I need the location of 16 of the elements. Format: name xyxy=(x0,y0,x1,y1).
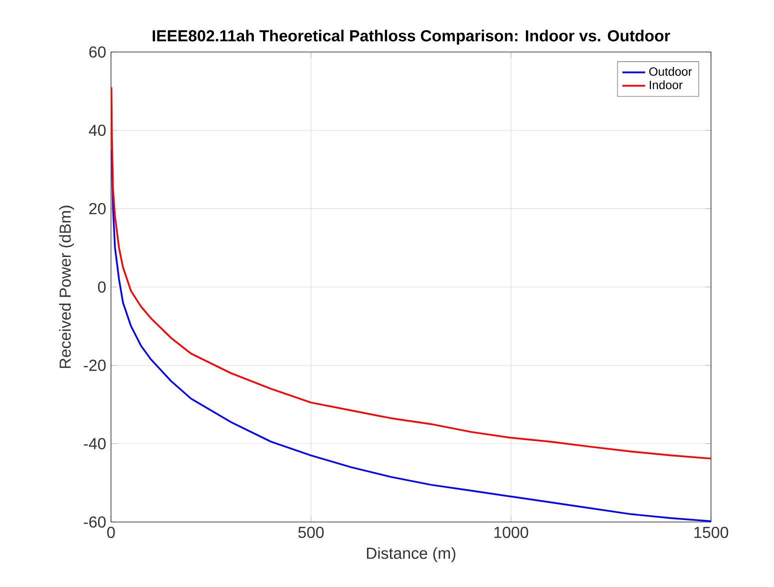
y-tick-label: -40 xyxy=(84,438,106,450)
x-tick-label: 1500 xyxy=(694,526,728,538)
y-axis-title: Received Power (dBm) xyxy=(59,206,74,368)
y-tick-label: 40 xyxy=(88,124,106,136)
legend-label: Indoor xyxy=(650,80,683,90)
y-tick-label: 60 xyxy=(89,46,106,58)
x-axis-title: Distance (m) xyxy=(366,547,456,562)
y-tick-label: 0 xyxy=(98,281,106,293)
x-tick-label: 1000 xyxy=(494,526,528,538)
legend-label: Outdoor xyxy=(649,67,692,76)
chart-title: IEEE802.11ah Theoretical Pathloss Comparison: Indoor vs. Outdoor xyxy=(152,30,670,45)
y-tick-label: 20 xyxy=(89,203,106,214)
x-tick-label: 500 xyxy=(298,526,324,538)
y-tick-label: -60 xyxy=(84,516,106,528)
x-tick-label: 0 xyxy=(107,526,115,538)
y-tick-label: -20 xyxy=(84,360,106,371)
